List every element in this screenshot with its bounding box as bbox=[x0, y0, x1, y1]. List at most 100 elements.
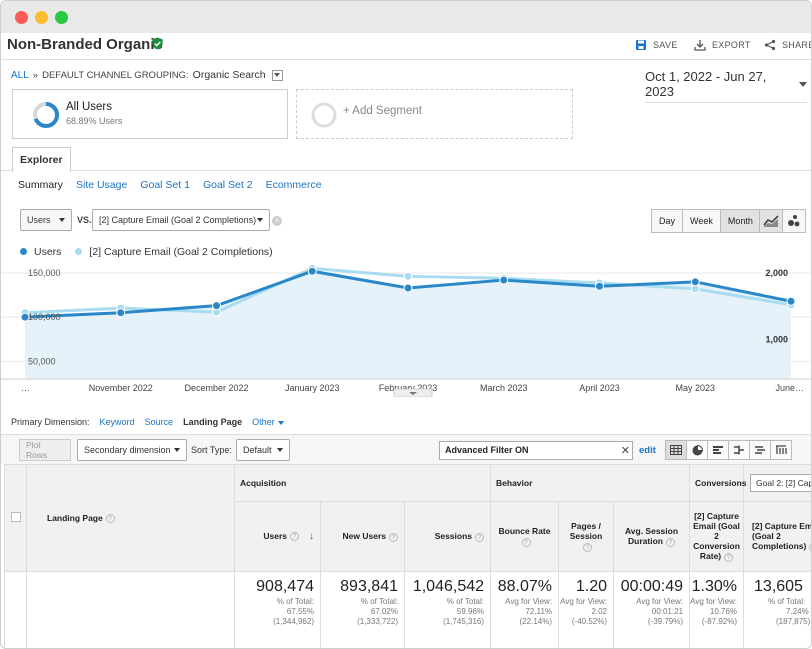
add-segment-button[interactable]: + Add Segment bbox=[296, 89, 573, 139]
line-chart-button[interactable] bbox=[759, 209, 783, 233]
dimension-keyword[interactable]: Keyword bbox=[99, 417, 135, 427]
col-users[interactable]: Users? ↓ bbox=[234, 501, 321, 572]
help-icon[interactable]: ? bbox=[290, 532, 299, 542]
subtab-summary[interactable]: Summary bbox=[18, 179, 63, 191]
secondary-dimension-select[interactable]: Secondary dimension bbox=[77, 439, 187, 461]
close-window-button[interactable] bbox=[15, 11, 28, 24]
chart-legend: Users [2] Capture Email (Goal 2 Completi… bbox=[20, 246, 273, 258]
col-avg-session-duration[interactable]: Avg. Session Duration? bbox=[613, 501, 691, 572]
share-icon bbox=[764, 39, 776, 51]
metric2-label: [2] Capture Email (Goal 2 Completions) bbox=[99, 215, 257, 225]
tab-explorer[interactable]: Explorer bbox=[12, 147, 71, 172]
clear-filter-icon[interactable]: ✕ bbox=[620, 445, 630, 457]
help-icon[interactable]: ? bbox=[105, 514, 115, 524]
col-sessions[interactable]: Sessions? bbox=[403, 501, 492, 572]
plot-rows-button[interactable]: Plot Rows bbox=[19, 439, 71, 461]
x-tick-label: November 2022 bbox=[89, 383, 153, 393]
comparison-view-button[interactable] bbox=[728, 440, 750, 460]
help-icon[interactable]: ? bbox=[475, 532, 485, 542]
share-button[interactable]: SHARE bbox=[764, 39, 812, 51]
chevron-down-icon bbox=[174, 448, 180, 452]
x-tick-label: … bbox=[21, 383, 30, 393]
sort-type-label: Sort Type: bbox=[191, 445, 232, 455]
total-bounce-l2: 72.11% bbox=[525, 607, 553, 616]
total-bounce-rate: 88.07% Avg for View: 72.11% (22.14%) bbox=[490, 571, 560, 648]
dimension-landing-page[interactable]: Landing Page bbox=[183, 417, 243, 427]
help-icon[interactable]: ? bbox=[665, 537, 675, 547]
col-goal2-completions[interactable]: [2] Capture Email (Goal 2 Completions)? bbox=[743, 501, 812, 572]
goal-select[interactable]: Goal 2: [2] Captu bbox=[750, 474, 811, 492]
motion-chart-icon bbox=[788, 215, 800, 227]
total-pages-session: 1.20 Avg for View: 2.02 (-40.52%) bbox=[558, 571, 615, 648]
col-goal2-rate-label: [2] Capture Email (Goal 2 Conversion Rat… bbox=[693, 511, 740, 562]
motion-chart-button[interactable] bbox=[782, 209, 806, 233]
segment-ring-icon bbox=[33, 102, 59, 128]
performance-view-button[interactable] bbox=[707, 440, 729, 460]
month-button[interactable]: Month bbox=[719, 209, 761, 233]
maximize-window-button[interactable] bbox=[55, 11, 68, 24]
total-pages-l2: 2.02 bbox=[591, 607, 608, 616]
subtab-goal-set-2[interactable]: Goal Set 2 bbox=[202, 179, 253, 191]
col-new-users[interactable]: New Users? bbox=[320, 501, 405, 572]
clear-metric-icon[interactable]: × bbox=[272, 216, 282, 226]
export-icon bbox=[694, 40, 706, 51]
help-icon[interactable]: ? bbox=[809, 542, 811, 552]
subtab-goal-set-1[interactable]: Goal Set 1 bbox=[140, 179, 190, 191]
col-goal2-completions-label: [2] Capture Email (Goal 2 Completions) bbox=[752, 521, 812, 552]
help-icon[interactable]: ? bbox=[521, 537, 531, 547]
total-goal2-comp-l1: % of Total: bbox=[768, 597, 806, 606]
date-range-picker[interactable]: Oct 1, 2022 - Jun 27, 2023 bbox=[645, 69, 807, 103]
term-cloud-view-button[interactable] bbox=[749, 440, 771, 460]
users-point bbox=[690, 277, 700, 287]
title-bar bbox=[1, 1, 811, 33]
pie-view-button[interactable] bbox=[686, 440, 708, 460]
breadcrumb-all-link[interactable]: ALL bbox=[11, 69, 29, 81]
dimension-source[interactable]: Source bbox=[144, 417, 174, 427]
segment-percent: 68.89% Users bbox=[66, 116, 123, 126]
metric2-select[interactable]: [2] Capture Email (Goal 2 Completions) bbox=[92, 209, 270, 231]
breadcrumb-dropdown[interactable] bbox=[271, 69, 283, 81]
minimize-window-button[interactable] bbox=[35, 11, 48, 24]
day-button[interactable]: Day bbox=[651, 209, 684, 233]
segment-all-users[interactable]: All Users 68.89% Users bbox=[12, 89, 288, 139]
subtab-ecommerce[interactable]: Ecommerce bbox=[265, 179, 322, 191]
col-bounce-rate[interactable]: Bounce Rate? bbox=[490, 501, 560, 572]
help-icon[interactable]: ? bbox=[724, 552, 734, 562]
total-goal2-rate-l2: 10.76% bbox=[709, 607, 738, 616]
share-label: SHARE bbox=[782, 40, 812, 50]
users-point bbox=[595, 281, 604, 291]
data-table-view-button[interactable] bbox=[665, 440, 687, 460]
sort-desc-icon: ↓ bbox=[309, 531, 314, 542]
subtab-site-usage[interactable]: Site Usage bbox=[75, 179, 128, 191]
acquisition-group-header: Acquisition bbox=[233, 464, 492, 502]
total-duration-value: 00:00:49 bbox=[620, 578, 684, 595]
edit-filter-link[interactable]: edit bbox=[639, 445, 656, 456]
col-pages-session[interactable]: Pages / Session? bbox=[558, 501, 615, 572]
total-bounce-l1: Avg for View: bbox=[505, 597, 553, 606]
total-users-value: 908,474 bbox=[256, 578, 314, 595]
total-sessions: 1,046,542 % of Total: 59.96% (1,745,316) bbox=[403, 571, 492, 648]
save-button[interactable]: SAVE bbox=[635, 39, 678, 51]
select-all-checkbox[interactable] bbox=[10, 512, 21, 522]
help-icon[interactable]: ? bbox=[583, 542, 593, 552]
landing-page-header[interactable]: Landing Page? bbox=[26, 464, 235, 572]
empty-segment-ring-icon bbox=[311, 102, 337, 128]
users-point bbox=[20, 312, 30, 322]
legend-goal2[interactable]: [2] Capture Email (Goal 2 Completions) bbox=[75, 246, 273, 258]
export-button[interactable]: EXPORT bbox=[694, 39, 751, 51]
week-button[interactable]: Week bbox=[682, 209, 721, 233]
col-users-label: Users bbox=[263, 531, 287, 541]
dimension-other[interactable]: Other bbox=[252, 417, 284, 427]
col-goal2-conversion-rate[interactable]: [2] Capture Email (Goal 2 Conversion Rat… bbox=[689, 501, 745, 572]
export-label: EXPORT bbox=[712, 40, 751, 50]
metric1-select[interactable]: Users bbox=[20, 209, 72, 231]
total-goal2-rate: 1.30% Avg for View: 10.76% (-87.92%) bbox=[689, 571, 745, 648]
sort-type-select[interactable]: Default bbox=[236, 439, 290, 461]
legend-users[interactable]: Users bbox=[20, 246, 61, 258]
help-icon[interactable]: ? bbox=[389, 532, 398, 542]
pivot-view-button[interactable] bbox=[770, 440, 792, 460]
col-avg-duration-label: Avg. Session Duration bbox=[624, 526, 679, 547]
users-point bbox=[116, 308, 126, 318]
advanced-filter-input[interactable]: Advanced Filter ON ✕ bbox=[439, 441, 633, 460]
line-chart: 150,000 100,000 50,000 2,000 1,000 … November … bbox=[1, 263, 811, 398]
